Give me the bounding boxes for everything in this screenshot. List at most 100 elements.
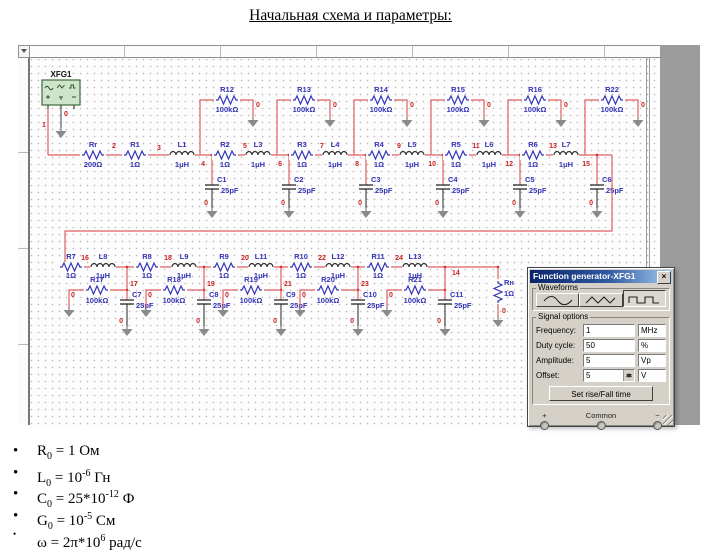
svg-text:R5: R5 [451, 140, 461, 149]
svg-text:100kΩ: 100kΩ [601, 105, 624, 114]
frequency-input[interactable]: 1 [583, 324, 635, 337]
parameter-item: G0 = 10-5 См [13, 506, 142, 532]
terminals-row: + Common − [536, 408, 666, 439]
svg-text:L6: L6 [485, 140, 494, 149]
svg-text:Rн: Rн [504, 278, 514, 287]
schematic-capture: XFG1 0 1 Rr 200Ω 2 R1 1Ω 3 L1 1μH 0 R12 100kΩ 0 C1 25pF 4… [18, 45, 700, 430]
svg-text:100kΩ: 100kΩ [240, 296, 263, 305]
svg-text:C10: C10 [363, 290, 377, 299]
svg-text:R7: R7 [66, 252, 76, 261]
minus-terminal[interactable]: − [653, 411, 662, 430]
signal-options-label: Signal options [538, 312, 589, 321]
svg-text:0: 0 [487, 102, 491, 109]
svg-text:1Ω: 1Ω [528, 160, 538, 169]
svg-text:21: 21 [284, 281, 292, 288]
svg-text:1Ω: 1Ω [451, 160, 461, 169]
svg-text:L9: L9 [180, 252, 189, 261]
svg-text:C9: C9 [286, 290, 296, 299]
svg-text:1μH: 1μH [328, 160, 342, 169]
duty-cycle-row: Duty cycle: 50% [536, 339, 666, 352]
svg-text:6: 6 [278, 161, 282, 168]
svg-text:25pF: 25pF [298, 186, 316, 195]
svg-text:0: 0 [389, 292, 393, 299]
svg-text:0: 0 [512, 200, 516, 207]
amplitude-row: Amplitude: 5 Vp [536, 354, 666, 367]
svg-text:11: 11 [472, 143, 480, 150]
plus-terminal[interactable]: + [540, 411, 549, 430]
svg-text:0: 0 [435, 200, 439, 207]
offset-input[interactable]: 5 [583, 369, 635, 382]
svg-text:1μH: 1μH [405, 160, 419, 169]
svg-text:22: 22 [318, 255, 326, 262]
svg-text:10: 10 [428, 161, 436, 168]
svg-text:R2: R2 [220, 140, 230, 149]
svg-text:R14: R14 [374, 85, 389, 94]
svg-text:0: 0 [350, 318, 354, 325]
svg-text:0: 0 [437, 318, 441, 325]
terminal-ring-icon [653, 421, 662, 430]
triangle-wave-icon [585, 296, 616, 304]
square-wave-button[interactable] [622, 290, 666, 307]
svg-text:R4: R4 [374, 140, 384, 149]
square-wave-icon [628, 295, 660, 304]
svg-text:L1: L1 [178, 140, 187, 149]
svg-text:20: 20 [241, 255, 249, 262]
svg-text:15: 15 [582, 161, 590, 168]
function-generator-dialog[interactable]: Function generator-XFG1 × Waveforms [527, 267, 675, 430]
svg-text:R16: R16 [528, 85, 542, 94]
svg-text:1μH: 1μH [254, 271, 268, 280]
svg-text:1Ω: 1Ω [220, 160, 230, 169]
svg-text:24: 24 [395, 255, 403, 262]
svg-text:1Ω: 1Ω [142, 271, 152, 280]
page-title: Начальная схема и параметры: [249, 7, 452, 24]
svg-text:R9: R9 [219, 252, 229, 261]
offset-spinner[interactable] [623, 370, 634, 381]
terminal-ring-icon [596, 421, 606, 430]
common-terminal[interactable]: Common [586, 411, 616, 430]
svg-text:25pF: 25pF [375, 186, 393, 195]
svg-text:C1: C1 [217, 175, 227, 184]
svg-text:100kΩ: 100kΩ [163, 296, 186, 305]
svg-text:19: 19 [207, 281, 215, 288]
common-terminal-label: Common [585, 411, 617, 420]
svg-text:R13: R13 [297, 85, 311, 94]
svg-text:L5: L5 [408, 140, 417, 149]
svg-text:100kΩ: 100kΩ [86, 296, 109, 305]
svg-text:100kΩ: 100kΩ [404, 296, 427, 305]
svg-text:C8: C8 [209, 290, 219, 299]
svg-text:L3: L3 [254, 140, 263, 149]
svg-text:R18: R18 [167, 275, 181, 284]
ruler-left [18, 56, 30, 425]
svg-text:0: 0 [196, 318, 200, 325]
duty-cycle-input[interactable]: 50 [583, 339, 635, 352]
svg-text:1Ω: 1Ω [219, 271, 229, 280]
sine-wave-button[interactable] [536, 293, 580, 307]
dialog-titlebar[interactable]: Function generator-XFG1 × [530, 270, 672, 284]
svg-text:R10: R10 [294, 252, 308, 261]
svg-text:1Ω: 1Ω [373, 271, 383, 280]
svg-text:R17: R17 [90, 275, 104, 284]
set-rise-fall-time-button[interactable]: Set rise/Fall time [549, 386, 653, 401]
svg-text:R20: R20 [321, 275, 335, 284]
svg-text:C7: C7 [132, 290, 142, 299]
svg-text:1μH: 1μH [559, 160, 573, 169]
duty-cycle-label: Duty cycle: [536, 341, 576, 350]
svg-text:C2: C2 [294, 175, 304, 184]
sheet-border [646, 45, 650, 425]
triangle-wave-button[interactable] [579, 293, 623, 307]
resize-grip[interactable] [663, 415, 673, 425]
svg-text:0: 0 [641, 102, 645, 109]
circuit-diagram: XFG1 0 1 Rr 200Ω 2 R1 1Ω 3 L1 1μH 0 R12 100kΩ 0 C1 25pF 4… [41, 70, 645, 336]
svg-text:1μH: 1μH [177, 271, 191, 280]
close-icon[interactable]: × [657, 271, 671, 284]
svg-text:8: 8 [355, 161, 359, 168]
svg-text:1μH: 1μH [175, 160, 189, 169]
svg-text:0: 0 [119, 318, 123, 325]
amplitude-input[interactable]: 5 [583, 354, 635, 367]
svg-text:R21: R21 [408, 275, 422, 284]
svg-text:25pF: 25pF [136, 301, 154, 310]
svg-text:25pF: 25pF [367, 301, 385, 310]
svg-text:0: 0 [564, 102, 568, 109]
svg-text:R15: R15 [451, 85, 465, 94]
